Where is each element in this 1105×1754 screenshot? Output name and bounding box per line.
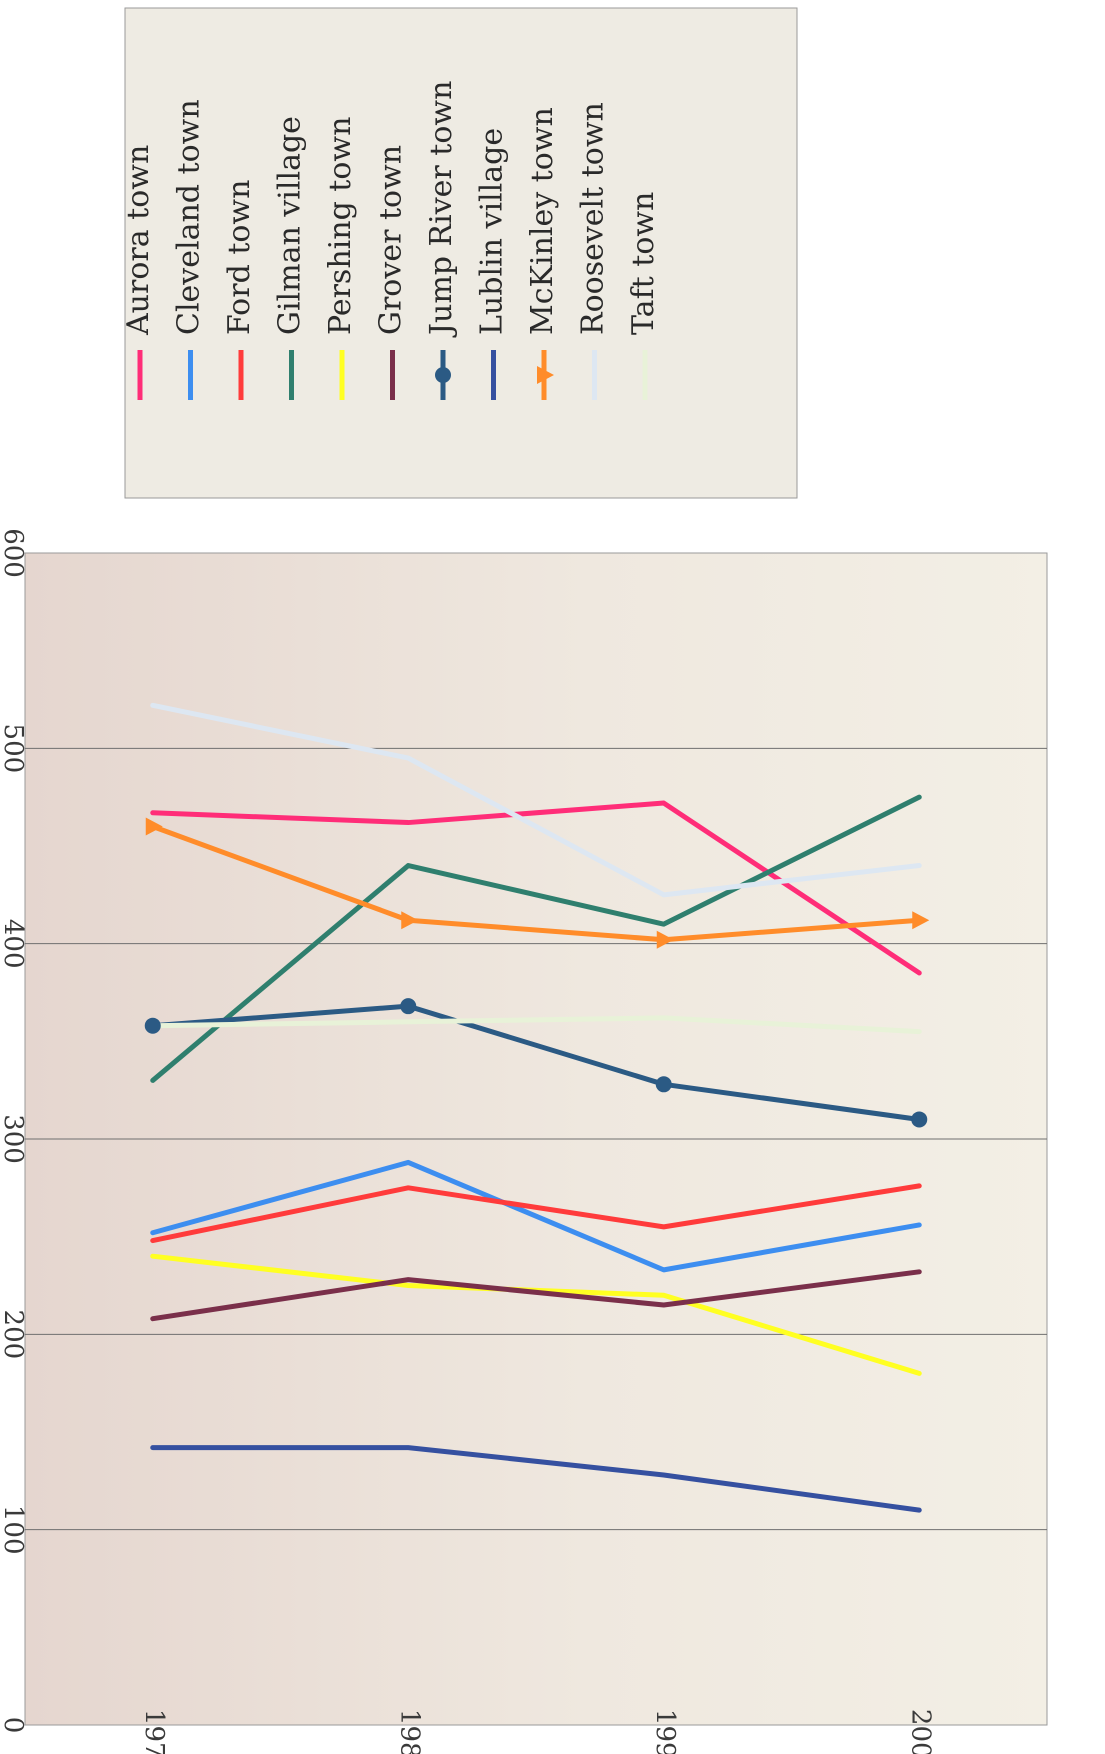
series-line-gilman-village xyxy=(150,794,922,1083)
legend-item-gilman-village: Gilman village xyxy=(273,116,308,400)
markers-layer xyxy=(144,817,930,1128)
legend-label: Grover town xyxy=(374,145,409,335)
x-tick-label: 1990 xyxy=(650,1709,680,1754)
series-line-mckinley-town xyxy=(150,823,922,943)
legend-item-jump-river-town: Jump River town xyxy=(424,81,459,400)
x-axis-tick-labels: 1970 1980 1990 2000 xyxy=(139,1709,936,1754)
legend-label: Jump River town xyxy=(424,81,459,338)
legend-item-lublin-village: Lublin village xyxy=(475,128,510,400)
y-tick-label: 300 xyxy=(0,1114,28,1164)
legend-label: Cleveland town xyxy=(172,99,207,335)
y-axis-tick-labels: 0 100 200 300 400 500 600 xyxy=(0,528,28,1733)
series-line-cleveland-town xyxy=(150,1159,922,1273)
legend-label: Aurora town xyxy=(121,145,156,336)
series-line-roosevelt-town xyxy=(150,702,922,898)
x-tick-label: 1980 xyxy=(394,1709,424,1754)
data-point-jump-river-town xyxy=(144,1017,161,1034)
legend-label: Lublin village xyxy=(475,128,510,335)
y-tick-label: 200 xyxy=(0,1310,28,1360)
legend-item-mckinley-town: McKinley town xyxy=(525,107,560,400)
series-line-lublin-village xyxy=(150,1445,922,1513)
legend-label: Pershing town xyxy=(323,117,358,335)
y-tick-label: 500 xyxy=(0,724,28,774)
data-point-jump-river-town xyxy=(911,1111,928,1128)
x-tick-label: 1970 xyxy=(139,1709,169,1754)
y-tick-label: 100 xyxy=(0,1505,28,1555)
legend-label: Roosevelt town xyxy=(576,102,611,335)
legend: Aurora town Cleveland town Ford town Gilman… xyxy=(121,81,661,400)
series-line-aurora-town xyxy=(150,800,922,976)
legend-item-ford-town: Ford town xyxy=(222,180,257,400)
legend-label: Taft town xyxy=(626,192,661,335)
y-tick-label: 600 xyxy=(0,528,28,578)
legend-item-cleveland-town: Cleveland town xyxy=(172,99,207,400)
series-line-taft-town xyxy=(150,1015,922,1035)
series-line-jump-river-town xyxy=(150,1003,922,1122)
data-point-mckinley-town xyxy=(912,911,930,930)
legend-label: Ford town xyxy=(222,180,257,335)
y-tick-label: 400 xyxy=(0,919,28,969)
legend-item-grover-town: Grover town xyxy=(374,145,409,400)
series-line-ford-town xyxy=(150,1183,922,1244)
legend-item-aurora-town: Aurora town xyxy=(121,145,156,400)
legend-box xyxy=(124,7,798,499)
data-point-mckinley-town xyxy=(145,817,163,836)
legend-item-taft-town: Taft town xyxy=(626,192,661,400)
legend-marker xyxy=(537,366,554,384)
series-line-grover-town xyxy=(150,1269,922,1322)
data-point-jump-river-town xyxy=(655,1076,672,1093)
legend-label: Gilman village xyxy=(273,116,308,335)
y-tick-label: 0 xyxy=(0,1717,28,1734)
legend-label: McKinley town xyxy=(525,107,560,335)
data-point-jump-river-town xyxy=(400,998,417,1015)
x-tick-label: 2000 xyxy=(905,1709,935,1754)
legend-item-pershing-town: Pershing town xyxy=(323,117,358,400)
legend-item-roosevelt-town: Roosevelt town xyxy=(576,102,611,400)
series-layer xyxy=(150,702,922,1513)
data-point-mckinley-town xyxy=(656,930,674,949)
data-point-mckinley-town xyxy=(401,911,419,930)
legend-marker xyxy=(435,367,451,383)
